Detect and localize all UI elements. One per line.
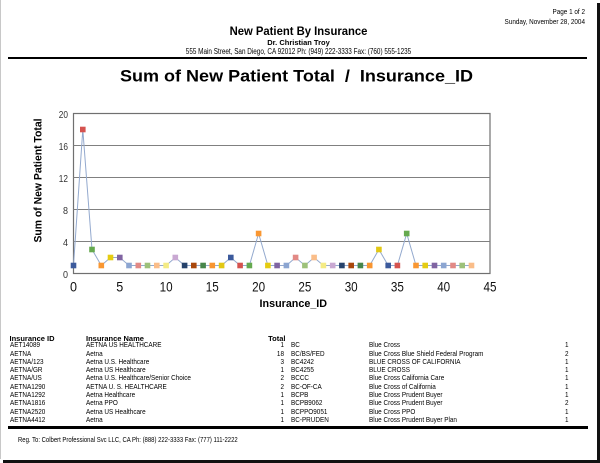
- svg-text:5: 5: [116, 279, 123, 295]
- svg-text:30: 30: [345, 279, 358, 295]
- svg-text:25: 25: [298, 279, 311, 295]
- svg-text:45: 45: [484, 279, 497, 295]
- svg-text:40: 40: [437, 279, 450, 295]
- svg-text:0: 0: [63, 270, 68, 281]
- svg-text:Sum of New Patient Total: Sum of New Patient Total: [33, 119, 45, 243]
- svg-text:12: 12: [59, 174, 69, 185]
- svg-text:8: 8: [63, 206, 68, 217]
- svg-text:35: 35: [391, 279, 404, 295]
- svg-text:10: 10: [160, 279, 173, 295]
- svg-text:15: 15: [206, 279, 219, 295]
- svg-text:20: 20: [252, 279, 265, 295]
- svg-text:Sum of New Patient Total / I: Sum of New Patient Total / Insurance_ID: [120, 67, 473, 86]
- svg-text:4: 4: [63, 238, 68, 249]
- svg-text:16: 16: [59, 142, 69, 153]
- svg-text:20: 20: [59, 110, 69, 121]
- svg-text:0: 0: [70, 279, 77, 295]
- svg-text:Insurance_ID: Insurance_ID: [260, 298, 328, 310]
